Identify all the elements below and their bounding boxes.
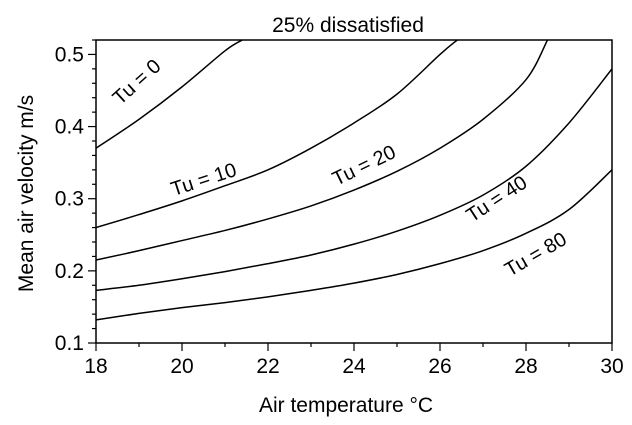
x-axis: 18 20 22 24 26 28 30 xyxy=(84,343,624,378)
y-tick-label: 0.2 xyxy=(55,260,84,283)
curve-label: Tu = 20 xyxy=(329,141,399,190)
x-tick-label: 26 xyxy=(428,355,451,378)
curve-label: Tu = 80 xyxy=(501,228,571,281)
series-line-3 xyxy=(96,68,612,292)
y-tick-label: 0.4 xyxy=(55,116,85,139)
curves xyxy=(96,40,612,321)
series-line-4 xyxy=(96,169,612,321)
y-axis: 0.1 0.2 0.3 0.4 0.5 xyxy=(55,39,96,355)
x-tick-label: 22 xyxy=(256,355,279,378)
x-tick-label: 18 xyxy=(84,355,107,378)
x-axis-title: Air temperature °C xyxy=(259,394,433,417)
chart-title: 25% dissatisfied xyxy=(272,14,424,37)
x-tick-label: 24 xyxy=(342,355,366,378)
x-tick-label: 28 xyxy=(514,355,537,378)
y-tick-label: 0.1 xyxy=(55,332,84,355)
y-axis-title: Mean air velocity m/s xyxy=(15,95,38,292)
series-line-2 xyxy=(96,40,549,261)
y-tick-label: 0.5 xyxy=(55,43,84,66)
x-tick-label: 30 xyxy=(600,355,623,378)
curve-label: Tu = 10 xyxy=(168,159,239,201)
series-line-1 xyxy=(96,40,458,229)
curve-label: Tu = 0 xyxy=(109,55,166,109)
x-tick-label: 20 xyxy=(170,355,193,378)
series-line-0 xyxy=(96,40,243,149)
y-tick-label: 0.3 xyxy=(55,188,84,211)
curve-label: Tu = 40 xyxy=(463,172,532,227)
